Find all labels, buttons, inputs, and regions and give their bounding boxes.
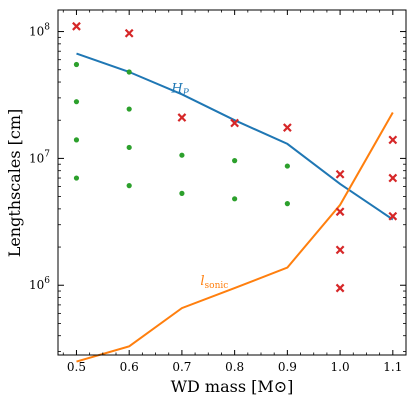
red-cross-marker <box>282 123 292 132</box>
x-tick-label: 0.6 <box>120 360 139 374</box>
green-dot-marker <box>232 158 238 164</box>
green-dot-marker <box>73 99 80 105</box>
red-cross-marker <box>72 21 81 31</box>
green-dot-marker <box>179 190 185 196</box>
plot-area <box>72 21 398 363</box>
hp-curve-label: HP <box>170 82 189 99</box>
green-dot-marker <box>126 106 132 112</box>
x-tick-label: 1.1 <box>383 360 402 374</box>
x-tick-label: 1.0 <box>331 360 350 374</box>
red-cross-marker <box>177 113 187 122</box>
red-cross-marker <box>335 283 345 293</box>
y-tick-label: 107 <box>29 149 50 165</box>
x-tick-label: 0.9 <box>278 360 297 374</box>
green-dot-marker <box>284 163 290 169</box>
green-dot-marker <box>126 144 132 151</box>
red-cross-marker <box>388 173 398 183</box>
series-line-lsonic <box>76 112 394 363</box>
x-tick-label: 0.5 <box>67 360 86 374</box>
red-cross-marker <box>230 118 240 128</box>
red-cross-marker <box>335 207 345 217</box>
red-cross-marker <box>335 169 345 179</box>
green-dot-marker <box>126 69 132 75</box>
lsonic-curve-label: lsonic <box>200 274 228 291</box>
green-dot-marker <box>179 152 185 158</box>
axis-ticks: 0.5 0.6 0.7 0.8 0.9 1.0 1.1 106 107 108 <box>29 10 406 374</box>
x-axis-label: WD mass [M⊙] <box>171 377 294 396</box>
red-cross-marker <box>388 135 398 145</box>
y-tick-label: 108 <box>29 23 50 39</box>
green-dot-marker <box>73 175 80 181</box>
red-cross-marker <box>124 28 134 38</box>
green-dot-marker <box>126 183 132 189</box>
green-dot-marker <box>73 61 80 68</box>
red-cross-marker <box>335 245 345 255</box>
x-tick-label: 0.7 <box>172 360 191 374</box>
x-tick-label: 0.8 <box>225 360 244 374</box>
curve-labels: HP lsonic <box>170 82 228 292</box>
y-tick-label: 106 <box>29 276 50 292</box>
green-dot-marker <box>232 196 238 202</box>
green-dot-marker <box>73 137 80 143</box>
green-dot-marker <box>284 201 290 207</box>
plot-frame <box>57 9 407 356</box>
y-axis-label: Lengthscales [cm] <box>5 109 24 258</box>
red-cross-marker <box>388 211 398 221</box>
